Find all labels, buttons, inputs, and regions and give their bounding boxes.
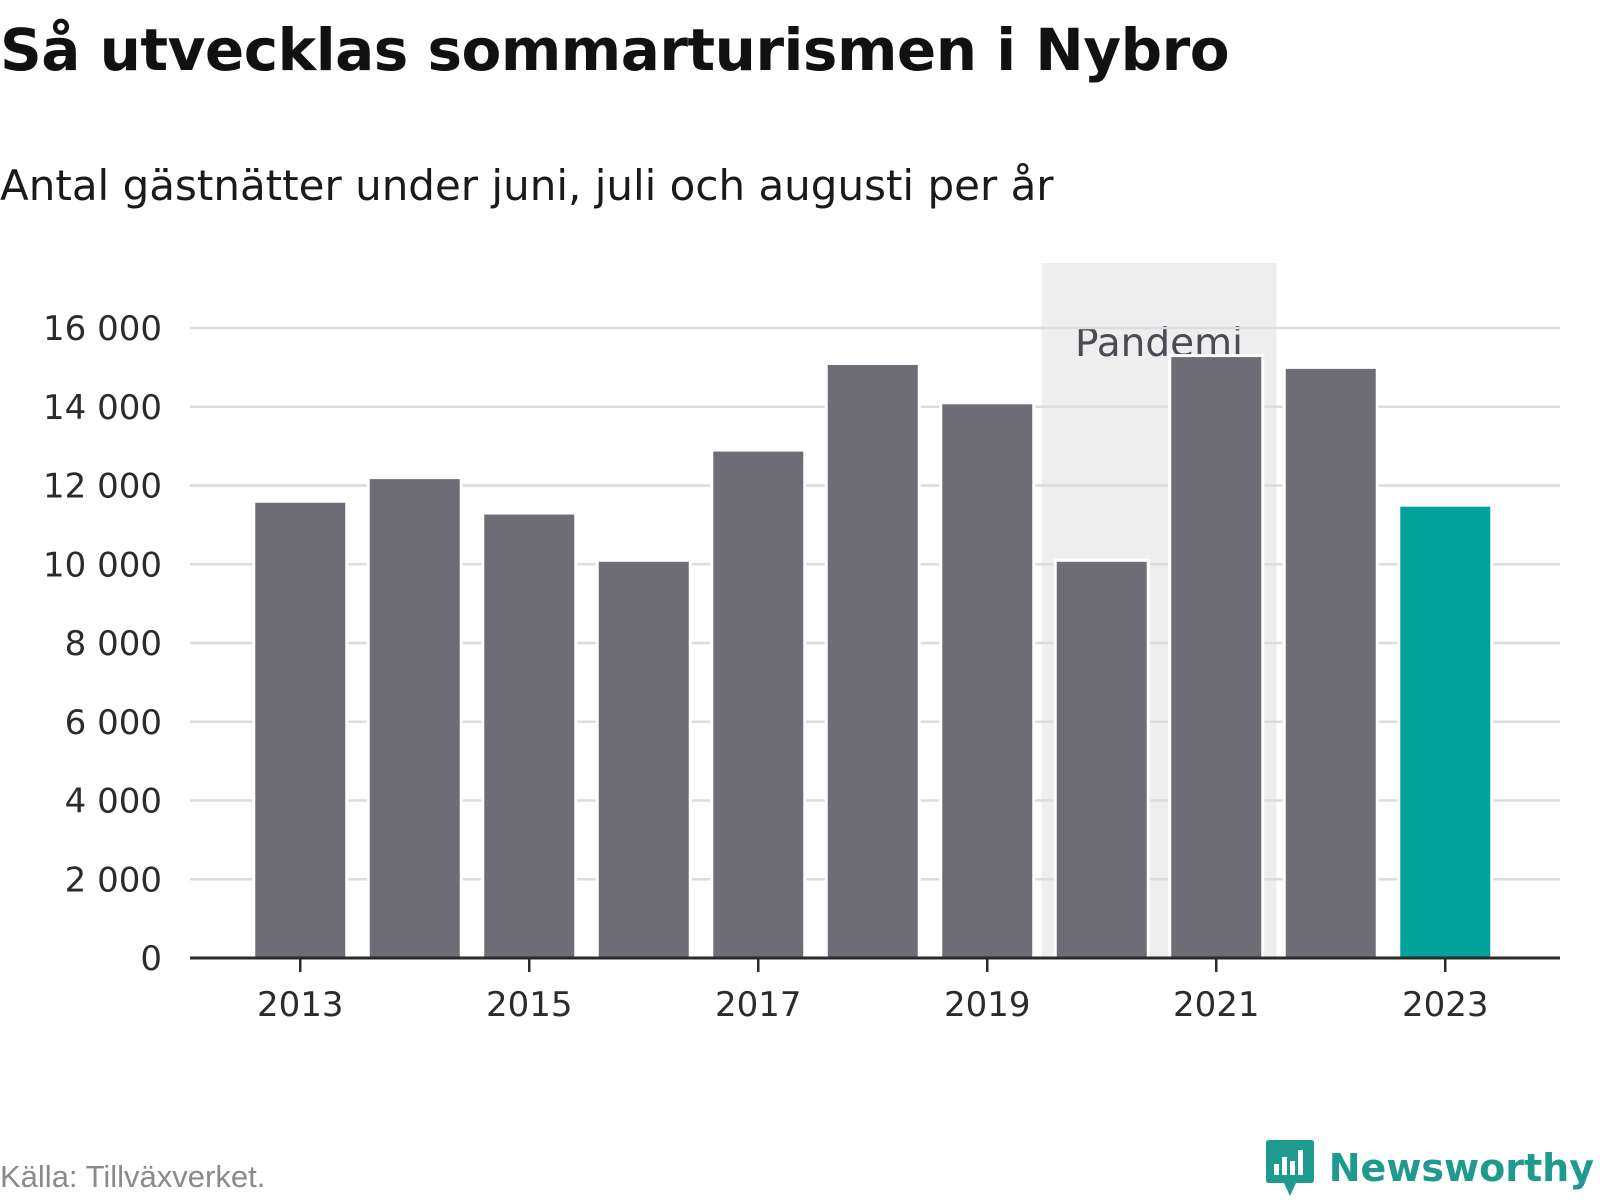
bar-2022 [1282,365,1379,960]
newsworthy-logo-icon [1265,1140,1314,1196]
x-tick-label: 2019 [944,985,1031,1025]
bars [252,354,1494,960]
x-tick-label: 2015 [486,985,573,1025]
axes [190,956,1560,972]
bar-2023 [1397,503,1494,960]
axis-labels: 0 2 000 4 000 6 000 8 000 10 000 12 000 14 000 1… [43,309,1488,1025]
bar-2018 [824,361,921,960]
bar-2017 [710,448,807,960]
bar-2015 [481,511,578,960]
x-tick-label: 2013 [257,985,344,1025]
chart-title: Så utvecklas sommarturismen i Nybro [0,16,1230,84]
x-tick-label: 2021 [1173,985,1260,1025]
y-tick-label: 8 000 [65,624,162,664]
bar-2014 [366,476,463,960]
source-note: Källa: Tillväxverket. [0,1159,266,1194]
bar-2019 [939,401,1036,960]
y-tick-label: 6 000 [65,703,162,743]
y-tick-label: 16 000 [43,309,162,349]
y-tick-label: 12 000 [43,467,162,507]
x-tick-label: 2023 [1402,985,1489,1025]
bar-2016 [595,558,692,960]
brand-name: Newsworthy [1328,1146,1594,1190]
chart-subtitle: Antal gästnätter under juni, juli och au… [0,161,1054,210]
y-tick-label: 4 000 [65,782,162,822]
bar-2020 [1053,558,1150,960]
y-tick-label: 10 000 [43,545,162,585]
bar-2013 [252,499,349,960]
y-tick-label: 2 000 [65,860,162,900]
x-tick-label: 2017 [715,985,802,1025]
y-tick-label: 14 000 [43,388,162,428]
y-tick-label: 0 [140,939,162,979]
brand-logo: Newsworthy [1265,1140,1594,1196]
bar-2021 [1168,354,1265,960]
